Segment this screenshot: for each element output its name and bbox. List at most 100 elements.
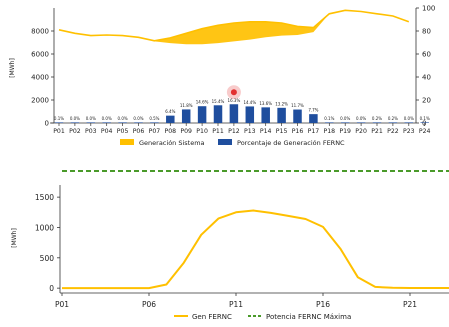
top-x-tick-label: P03 [85,128,97,135]
top-legend: Generación Sistema Porcentaje de Generac… [120,139,345,147]
top-x-tick-label: P16 [292,128,304,135]
bar-data-label: 0.2% [388,116,398,121]
fernc-bar [118,122,127,123]
top-x-tick-label: P04 [101,128,113,135]
fernc-bar [213,105,223,123]
bottom-y-axis-label: [MWh] [11,228,18,248]
bottom-x-tick-label: P01 [55,300,69,309]
bar-data-label: 15.4% [212,99,225,104]
fernc-bar [54,122,64,123]
bar-labels: 0.1% 0.0% 0.0% 0.0% 0.0% 0.0% 0.5%6.4%11.8%14.… [54,98,430,121]
bottom-y-ticks: 0 500 1000 1500 [35,193,60,293]
top-x-tick-label: P21 [371,128,383,135]
top-x-tick-label: P12 [228,128,240,135]
gen-fernc-line [62,209,449,290]
bar-data-label: 13.6% [259,101,272,106]
legend-label-fernc-pct: Porcentaje de Generación FERNC [237,139,345,147]
top-x-tick-label: P14 [260,128,272,135]
bar-data-label: 11.7% [291,103,304,108]
fernc-bar [229,104,239,123]
legend-label-gen-fernc: Gen FERNC [192,313,232,321]
top-x-ticks: P01 P02 P03 P04 P05 P06 P07 P08 P09 P10 P11 P12 P13 P… [53,123,431,135]
top-x-tick-label: P18 [323,128,335,135]
top-x-tick-label: P02 [69,128,81,135]
bottom-y-tick-label: 1500 [35,193,54,202]
top-x-tick-label: P17 [308,128,320,135]
fernc-bar [340,122,350,123]
top-right-tick-label: 0 [422,120,426,128]
bottom-x-ticks: P01 P06 P11 P16 P21 [55,293,417,309]
bar-data-label: 0.1% [420,116,430,121]
top-right-tick-label: 20 [422,97,431,105]
bottom-chart: [MWh] 0 500 1000 1500 P01 P06 P11 P16 P21 Gen F… [11,170,449,321]
top-x-tick-label: P19 [339,128,351,135]
top-y-tick-label: 0 [45,120,49,128]
top-x-tick-label: P20 [355,128,367,135]
highlight-marker [226,85,241,100]
fernc-bar [277,107,286,123]
bar-data-label: 0.0% [70,116,80,121]
top-right-tick-label: 80 [422,28,431,36]
fernc-percentage-bars [54,104,429,123]
bar-data-label: 0.1% [54,116,64,121]
bottom-x-tick-label: P21 [403,300,417,309]
fernc-bar [420,122,429,123]
bar-data-label: 0.0% [404,116,414,121]
fernc-bar [102,122,111,123]
fernc-bar [197,106,207,123]
top-x-tick-label: P24 [419,128,431,135]
top-x-tick-label: P11 [212,128,224,135]
top-y-ticks: 0 2000 4000 6000 8000 [31,28,54,128]
top-y-tick-label: 2000 [31,97,49,105]
fernc-bar [150,122,159,123]
top-x-tick-label: P22 [387,128,399,135]
top-x-tick-label: P05 [117,128,129,135]
bar-data-label: 0.0% [118,116,128,121]
bar-data-label: 0.0% [86,116,96,121]
top-y-axis-label: [MWh] [9,58,16,78]
highlight-marker-dot [230,89,237,96]
fernc-bar [181,109,191,123]
bottom-y-tick-label: 1000 [35,223,54,232]
fernc-bar [293,109,302,123]
bar-data-label: 16.3% [228,98,241,103]
bar-data-label: 14.4% [243,100,256,105]
top-right-tick-label: 40 [422,74,431,82]
top-right-tick-label: 60 [422,51,431,59]
top-x-tick-label: P07 [149,128,161,135]
fernc-bar [372,122,382,123]
fernc-bar [166,115,175,123]
fernc-bar [388,122,398,123]
fernc-bar [261,107,270,123]
bottom-x-tick-label: P06 [142,300,156,309]
bar-data-label: 14.6% [196,100,209,105]
top-y-tick-label: 8000 [31,28,49,36]
top-x-tick-label: P01 [53,128,65,135]
bar-data-label: 0.2% [372,116,382,121]
fernc-bar [356,122,366,123]
generation-area-band [59,10,409,45]
legend-label-generacion: Generación Sistema [139,139,205,147]
fernc-bar [325,122,334,123]
top-right-ticks: 0 20 40 60 80 100 [416,5,435,128]
top-x-tick-label: P15 [276,128,288,135]
top-x-tick-label: P08 [164,128,176,135]
top-x-tick-label: P09 [180,128,192,135]
bottom-y-tick-label: 500 [40,254,55,263]
bar-data-label: 13.2% [275,101,288,106]
fernc-bar [86,122,96,123]
legend-label-potencia-max: Potencia FERNC Máxima [266,313,351,321]
legend-swatch-generacion [120,139,134,145]
generation-area-upper-line [58,9,410,42]
bottom-x-tick-label: P16 [316,300,330,309]
bar-data-label: 11.8% [180,103,193,108]
fernc-bar [309,114,318,123]
top-y-tick-label: 6000 [31,51,49,59]
fernc-bar [245,106,255,123]
bar-data-label: 0.0% [340,116,350,121]
bar-data-label: 0.5% [149,116,159,121]
generation-area [58,9,410,45]
top-y-tick-label: 4000 [31,74,49,82]
bar-data-label: 0.0% [102,116,112,121]
